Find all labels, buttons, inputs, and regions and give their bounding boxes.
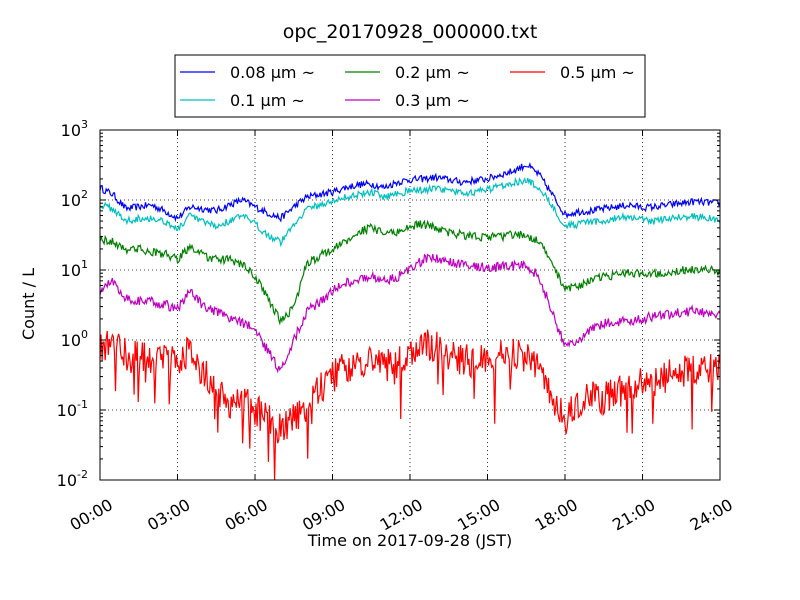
y-tick-label: 10-2	[57, 468, 88, 490]
series-line	[99, 253, 721, 374]
legend-label: 0.5 μm ~	[560, 63, 635, 82]
grid-lines	[100, 130, 720, 480]
x-tick-label: 24:00	[687, 495, 736, 535]
x-tick-label: 12:00	[377, 495, 426, 535]
series-line	[99, 161, 721, 223]
x-tick-label: 03:00	[144, 495, 193, 535]
x-tick-label: 15:00	[454, 495, 503, 535]
y-tick-label: 103	[61, 118, 88, 140]
x-tick-label: 21:00	[609, 495, 658, 535]
y-tick-label: 102	[61, 188, 88, 210]
axis-ticks: 00:00 03:00 06:00 09:00 12:00 15:00 18:00 21:00…	[57, 118, 736, 535]
series-line	[99, 176, 721, 248]
x-tick-label: 06:00	[222, 495, 271, 535]
y-tick-label: 10-1	[57, 398, 88, 420]
chart-title: opc_20170928_000000.txt	[283, 21, 538, 43]
series-line	[99, 219, 721, 326]
x-tick-label: 09:00	[299, 495, 348, 535]
legend-box	[174, 54, 646, 118]
series-line	[99, 329, 721, 481]
legend-label: 0.2 μm ~	[395, 63, 470, 82]
x-tick-label: 18:00	[532, 495, 581, 535]
legend: 0.08 μm ~ 0.1 μm ~ 0.2 μm ~ 0.3 μm ~ 0.5 μm …	[174, 54, 646, 118]
series-lines	[99, 161, 721, 481]
y-tick-label: 101	[61, 258, 88, 280]
x-axis-label: Time on 2017-09-28 (JST)	[307, 531, 512, 550]
legend-label: 0.08 μm ~	[230, 63, 315, 82]
y-axis-label: Count / L	[19, 268, 38, 340]
x-tick-label: 00:00	[67, 495, 116, 535]
y-tick-label: 100	[61, 328, 88, 350]
legend-label: 0.1 μm ~	[230, 91, 305, 110]
legend-label: 0.3 μm ~	[395, 91, 470, 110]
